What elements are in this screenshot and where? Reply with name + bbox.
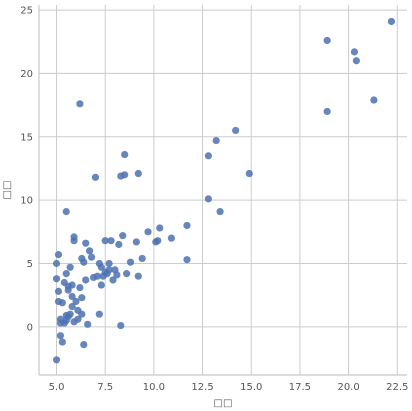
scatter-point: [387, 17, 396, 26]
scatter-point: [204, 152, 212, 160]
scatter-point: [62, 270, 70, 278]
scatter-point: [52, 275, 61, 283]
scatter-point: [183, 221, 191, 230]
scatter-point: [86, 247, 94, 255]
scatter-point: [138, 254, 146, 263]
scatter-point: [97, 263, 105, 271]
scatter-point: [370, 96, 378, 104]
scatter-point: [132, 238, 140, 246]
y-tick-label: 0: [27, 322, 33, 333]
scatter-point: [82, 239, 90, 247]
scatter-point: [105, 266, 113, 274]
scatter-point: [54, 251, 63, 259]
scatter-point: [204, 195, 212, 203]
scatter-point: [126, 258, 135, 266]
scatter-point: [323, 36, 331, 45]
scatter-point: [68, 302, 76, 311]
x-tick-label: 20.0: [337, 382, 359, 393]
scatter-point: [350, 48, 359, 56]
scatter-point: [183, 256, 191, 264]
scatter-point: [80, 340, 88, 349]
scatter-point: [212, 136, 220, 145]
scatter-point: [216, 207, 224, 216]
scatter-point: [156, 224, 164, 232]
y-tick-label: 25: [20, 6, 33, 17]
scatter-point: [134, 272, 142, 280]
scatter-point: [68, 292, 76, 301]
y-tick-labels: 0 5 10 15 20 25: [20, 6, 33, 334]
scatter-point: [87, 253, 96, 261]
scatter-point: [54, 287, 63, 295]
scatter-point: [323, 107, 331, 116]
x-tick-label: 22.5: [386, 382, 408, 393]
x-axis-label: □□: [214, 398, 233, 409]
scatter-point: [119, 232, 127, 240]
y-axis-label: □□: [2, 181, 13, 200]
scatter-point: [232, 126, 240, 135]
scatter-point: [72, 297, 80, 306]
scatter-point: [74, 315, 82, 323]
scatter-point: [58, 299, 66, 307]
scatter-point: [76, 100, 84, 108]
scatter-point: [134, 169, 142, 178]
scatter-point: [117, 321, 125, 330]
scatter-point: [352, 57, 360, 65]
grid: [39, 5, 407, 375]
scatter-point: [58, 338, 66, 346]
scatter-point: [82, 276, 90, 284]
scatter-point: [80, 258, 88, 266]
scatter-point: [84, 320, 92, 328]
scatter-point: [62, 207, 70, 216]
scatter-point: [105, 259, 113, 268]
scatter-point: [107, 237, 115, 245]
scatter-point: [78, 294, 86, 302]
scatter-point: [101, 237, 109, 245]
scatter-point: [245, 169, 253, 178]
x-tick-label: 7.5: [97, 382, 113, 393]
y-tick-label: 15: [20, 132, 33, 143]
scatter-point: [70, 237, 78, 245]
scatter-point: [167, 234, 176, 242]
y-tick-label: 5: [27, 259, 33, 270]
scatter-point: [115, 240, 123, 249]
scatter-point: [144, 228, 152, 236]
scatter-point: [66, 310, 74, 318]
scatter-point: [56, 332, 65, 340]
data-points: [52, 17, 396, 364]
x-tick-labels: 5.0 7.5 10.0 12.5 15.0 17.5 20.0 22.5: [49, 382, 409, 393]
scatter-point: [68, 281, 76, 289]
scatter-point: [66, 263, 74, 271]
scatter-point: [91, 173, 100, 181]
x-tick-label: 12.5: [191, 382, 213, 393]
x-tick-label: 17.5: [289, 382, 311, 393]
x-tick-label: 10.0: [143, 382, 165, 393]
scatter-point: [78, 310, 86, 318]
scatter-point: [113, 271, 121, 279]
y-tick-label: 20: [20, 69, 33, 80]
scatter-point: [76, 283, 84, 292]
scatter-point: [123, 270, 131, 278]
scatter-point: [121, 150, 129, 159]
scatter-point: [109, 276, 117, 284]
y-tick-label: 10: [20, 196, 33, 207]
x-tick-label: 15.0: [240, 382, 262, 393]
scatter-point: [52, 356, 61, 364]
scatter-point: [121, 171, 129, 179]
scatter-point: [52, 259, 61, 268]
scatter-point: [154, 237, 162, 245]
scatter-point: [97, 281, 105, 289]
scatter-point: [95, 310, 103, 318]
scatter-point: [93, 272, 102, 280]
scatter-point: [64, 286, 72, 294]
x-tick-label: 5.0: [49, 382, 65, 393]
